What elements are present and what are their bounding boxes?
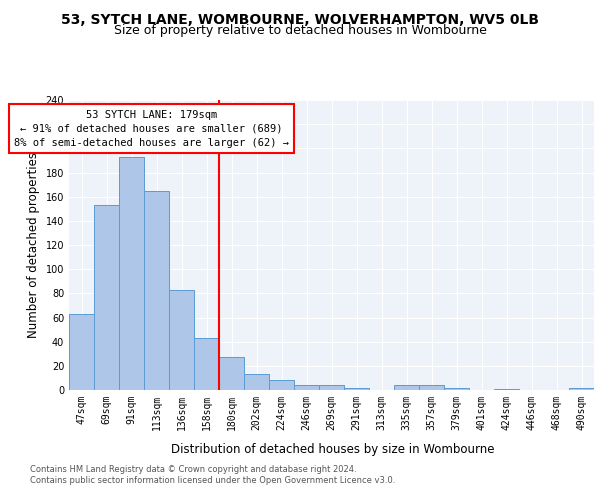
- Bar: [94, 205, 119, 390]
- Text: Contains HM Land Registry data © Crown copyright and database right 2024.: Contains HM Land Registry data © Crown c…: [30, 465, 356, 474]
- Bar: [569, 388, 594, 390]
- Bar: [494, 389, 519, 390]
- Text: Distribution of detached houses by size in Wombourne: Distribution of detached houses by size …: [171, 442, 495, 456]
- Text: Contains public sector information licensed under the Open Government Licence v3: Contains public sector information licen…: [30, 476, 395, 485]
- Bar: [319, 385, 344, 390]
- Bar: [394, 385, 419, 390]
- Bar: [169, 290, 194, 390]
- Bar: [269, 380, 294, 390]
- Bar: [194, 338, 219, 390]
- Bar: [294, 385, 319, 390]
- Bar: [244, 374, 269, 390]
- Text: Size of property relative to detached houses in Wombourne: Size of property relative to detached ho…: [113, 24, 487, 37]
- Bar: [344, 388, 369, 390]
- Text: 53 SYTCH LANE: 179sqm
← 91% of detached houses are smaller (689)
8% of semi-deta: 53 SYTCH LANE: 179sqm ← 91% of detached …: [14, 110, 289, 148]
- Bar: [419, 385, 444, 390]
- Bar: [69, 314, 94, 390]
- Text: 53, SYTCH LANE, WOMBOURNE, WOLVERHAMPTON, WV5 0LB: 53, SYTCH LANE, WOMBOURNE, WOLVERHAMPTON…: [61, 12, 539, 26]
- Y-axis label: Number of detached properties: Number of detached properties: [27, 152, 40, 338]
- Bar: [119, 157, 144, 390]
- Bar: [144, 190, 169, 390]
- Bar: [219, 358, 244, 390]
- Bar: [444, 388, 469, 390]
